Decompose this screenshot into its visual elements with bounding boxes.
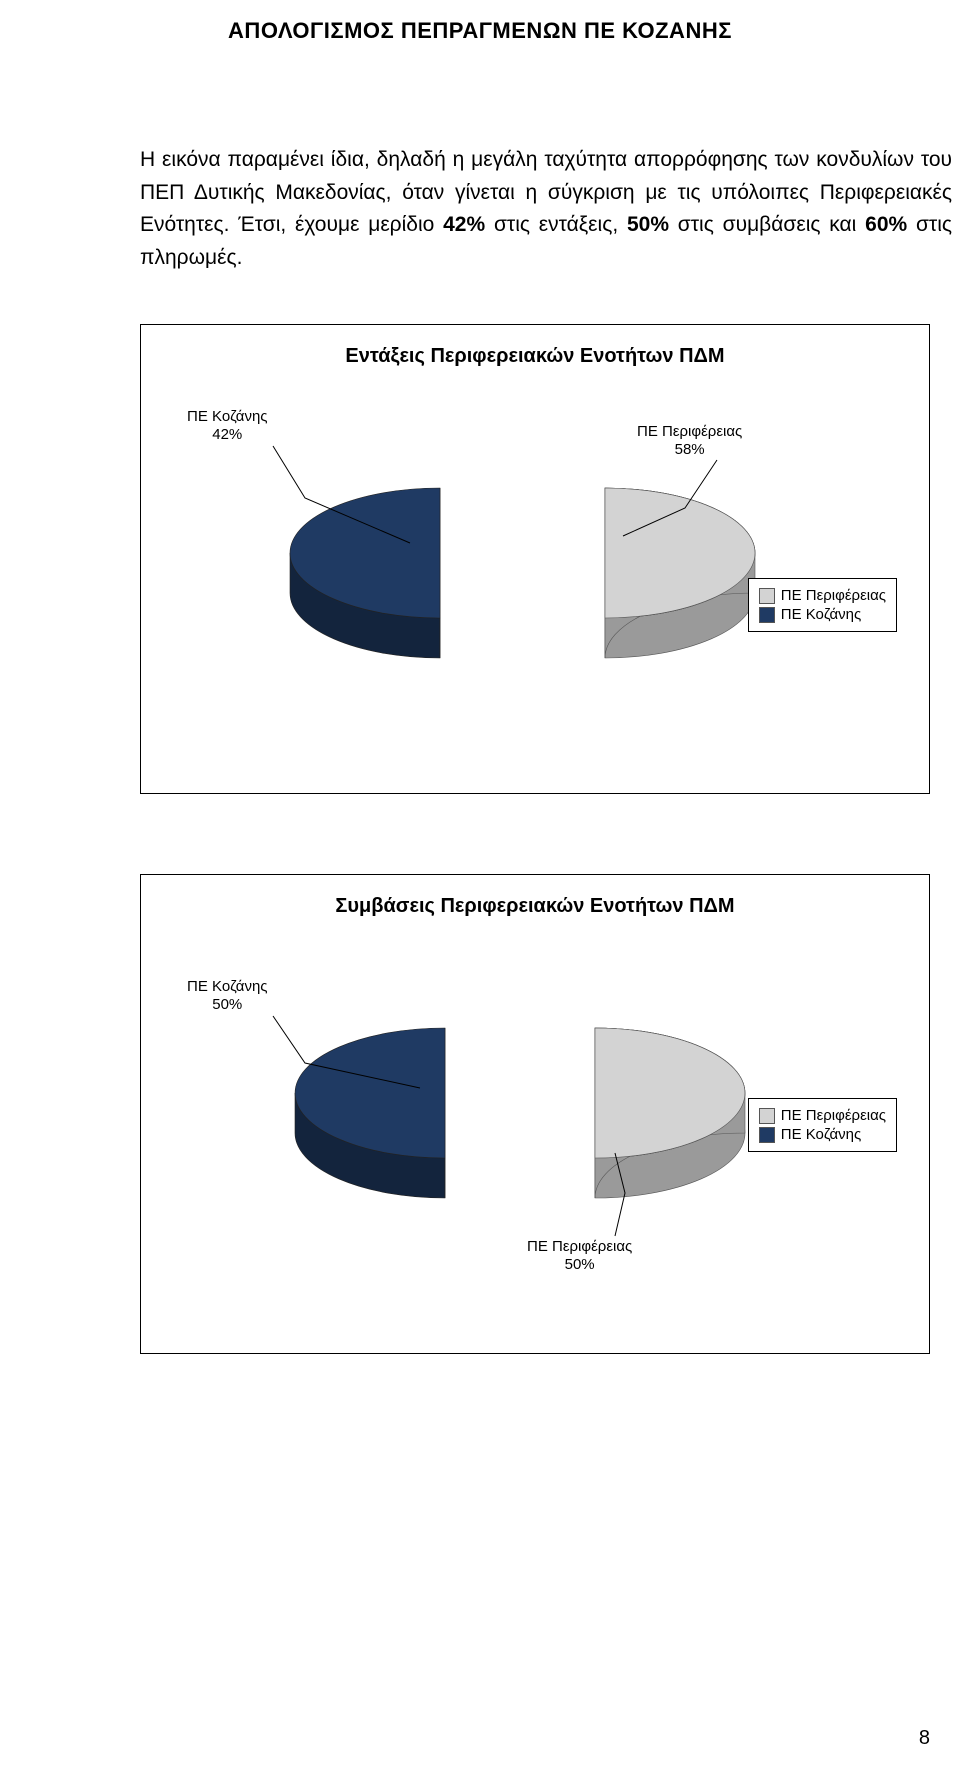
legend-swatch-icon — [759, 588, 775, 604]
legend-label: ΠΕ Περιφέρειας — [781, 587, 886, 604]
callout-value: 42% — [187, 426, 268, 444]
callout-value: 58% — [637, 441, 742, 459]
callout-kozanis: ΠΕ Κοζάνης 42% — [187, 408, 268, 444]
callout-label: ΠΕ Κοζάνης — [187, 408, 268, 426]
pie-chart-svg — [185, 378, 885, 698]
chart-title: Εντάξεις Περιφερειακών Ενοτήτων ΠΔΜ — [157, 345, 913, 368]
callout-perifereias: ΠΕ Περιφέρειας 50% — [527, 1238, 632, 1274]
callout-label: ΠΕ Περιφέρειας — [527, 1238, 632, 1256]
pie-area: ΠΕ Κοζάνης 50% ΠΕ Περιφέρειας 50% ΠΕ Περ… — [157, 928, 913, 1308]
paragraph-text: στις συμβάσεις και — [669, 213, 865, 236]
page-number: 8 — [919, 1727, 930, 1750]
chart-box-entakseis: Εντάξεις Περιφερειακών Ενοτήτων ΠΔΜ ΠΕ Κ… — [140, 324, 930, 794]
callout-label: ΠΕ Κοζάνης — [187, 978, 268, 996]
chart-legend: ΠΕ Περιφέρειας ΠΕ Κοζάνης — [748, 578, 897, 632]
legend-label: ΠΕ Κοζάνης — [781, 606, 862, 623]
legend-label: ΠΕ Περιφέρειας — [781, 1107, 886, 1124]
bold-pct-2: 50% — [627, 213, 669, 236]
page-header: ΑΠΟΛΟΓΙΣΜΟΣ ΠΕΠΡΑΓΜΕΝΩΝ ΠΕ ΚΟΖΑΝΗΣ — [0, 0, 960, 44]
callout-perifereias: ΠΕ Περιφέρειας 58% — [637, 423, 742, 459]
bold-pct-1: 42% — [443, 213, 485, 236]
bold-pct-3: 60% — [865, 213, 907, 236]
legend-swatch-icon — [759, 1108, 775, 1124]
chart-title: Συμβάσεις Περιφερειακών Ενοτήτων ΠΔΜ — [157, 895, 913, 918]
callout-value: 50% — [527, 1256, 632, 1274]
paragraph-text: στις εντάξεις, — [485, 213, 627, 236]
legend-row: ΠΕ Κοζάνης — [759, 606, 886, 623]
legend-swatch-icon — [759, 607, 775, 623]
legend-row: ΠΕ Περιφέρειας — [759, 1107, 886, 1124]
legend-label: ΠΕ Κοζάνης — [781, 1126, 862, 1143]
callout-label: ΠΕ Περιφέρειας — [637, 423, 742, 441]
callout-kozanis: ΠΕ Κοζάνης 50% — [187, 978, 268, 1014]
chart-legend: ΠΕ Περιφέρειας ΠΕ Κοζάνης — [748, 1098, 897, 1152]
chart-box-symvaseis: Συμβάσεις Περιφερειακών Ενοτήτων ΠΔΜ ΠΕ … — [140, 874, 930, 1354]
legend-swatch-icon — [759, 1127, 775, 1143]
legend-row: ΠΕ Περιφέρειας — [759, 587, 886, 604]
legend-row: ΠΕ Κοζάνης — [759, 1126, 886, 1143]
callout-value: 50% — [187, 996, 268, 1014]
pie-area: ΠΕ Κοζάνης 42% ΠΕ Περιφέρειας 58% ΠΕ Περ… — [157, 378, 913, 718]
page: ΑΠΟΛΟΓΙΣΜΟΣ ΠΕΠΡΑΓΜΕΝΩΝ ΠΕ ΚΟΖΑΝΗΣ Η εικ… — [0, 0, 960, 1770]
paragraph-block: Η εικόνα παραμένει ίδια, δηλαδή η μεγάλη… — [140, 144, 952, 274]
